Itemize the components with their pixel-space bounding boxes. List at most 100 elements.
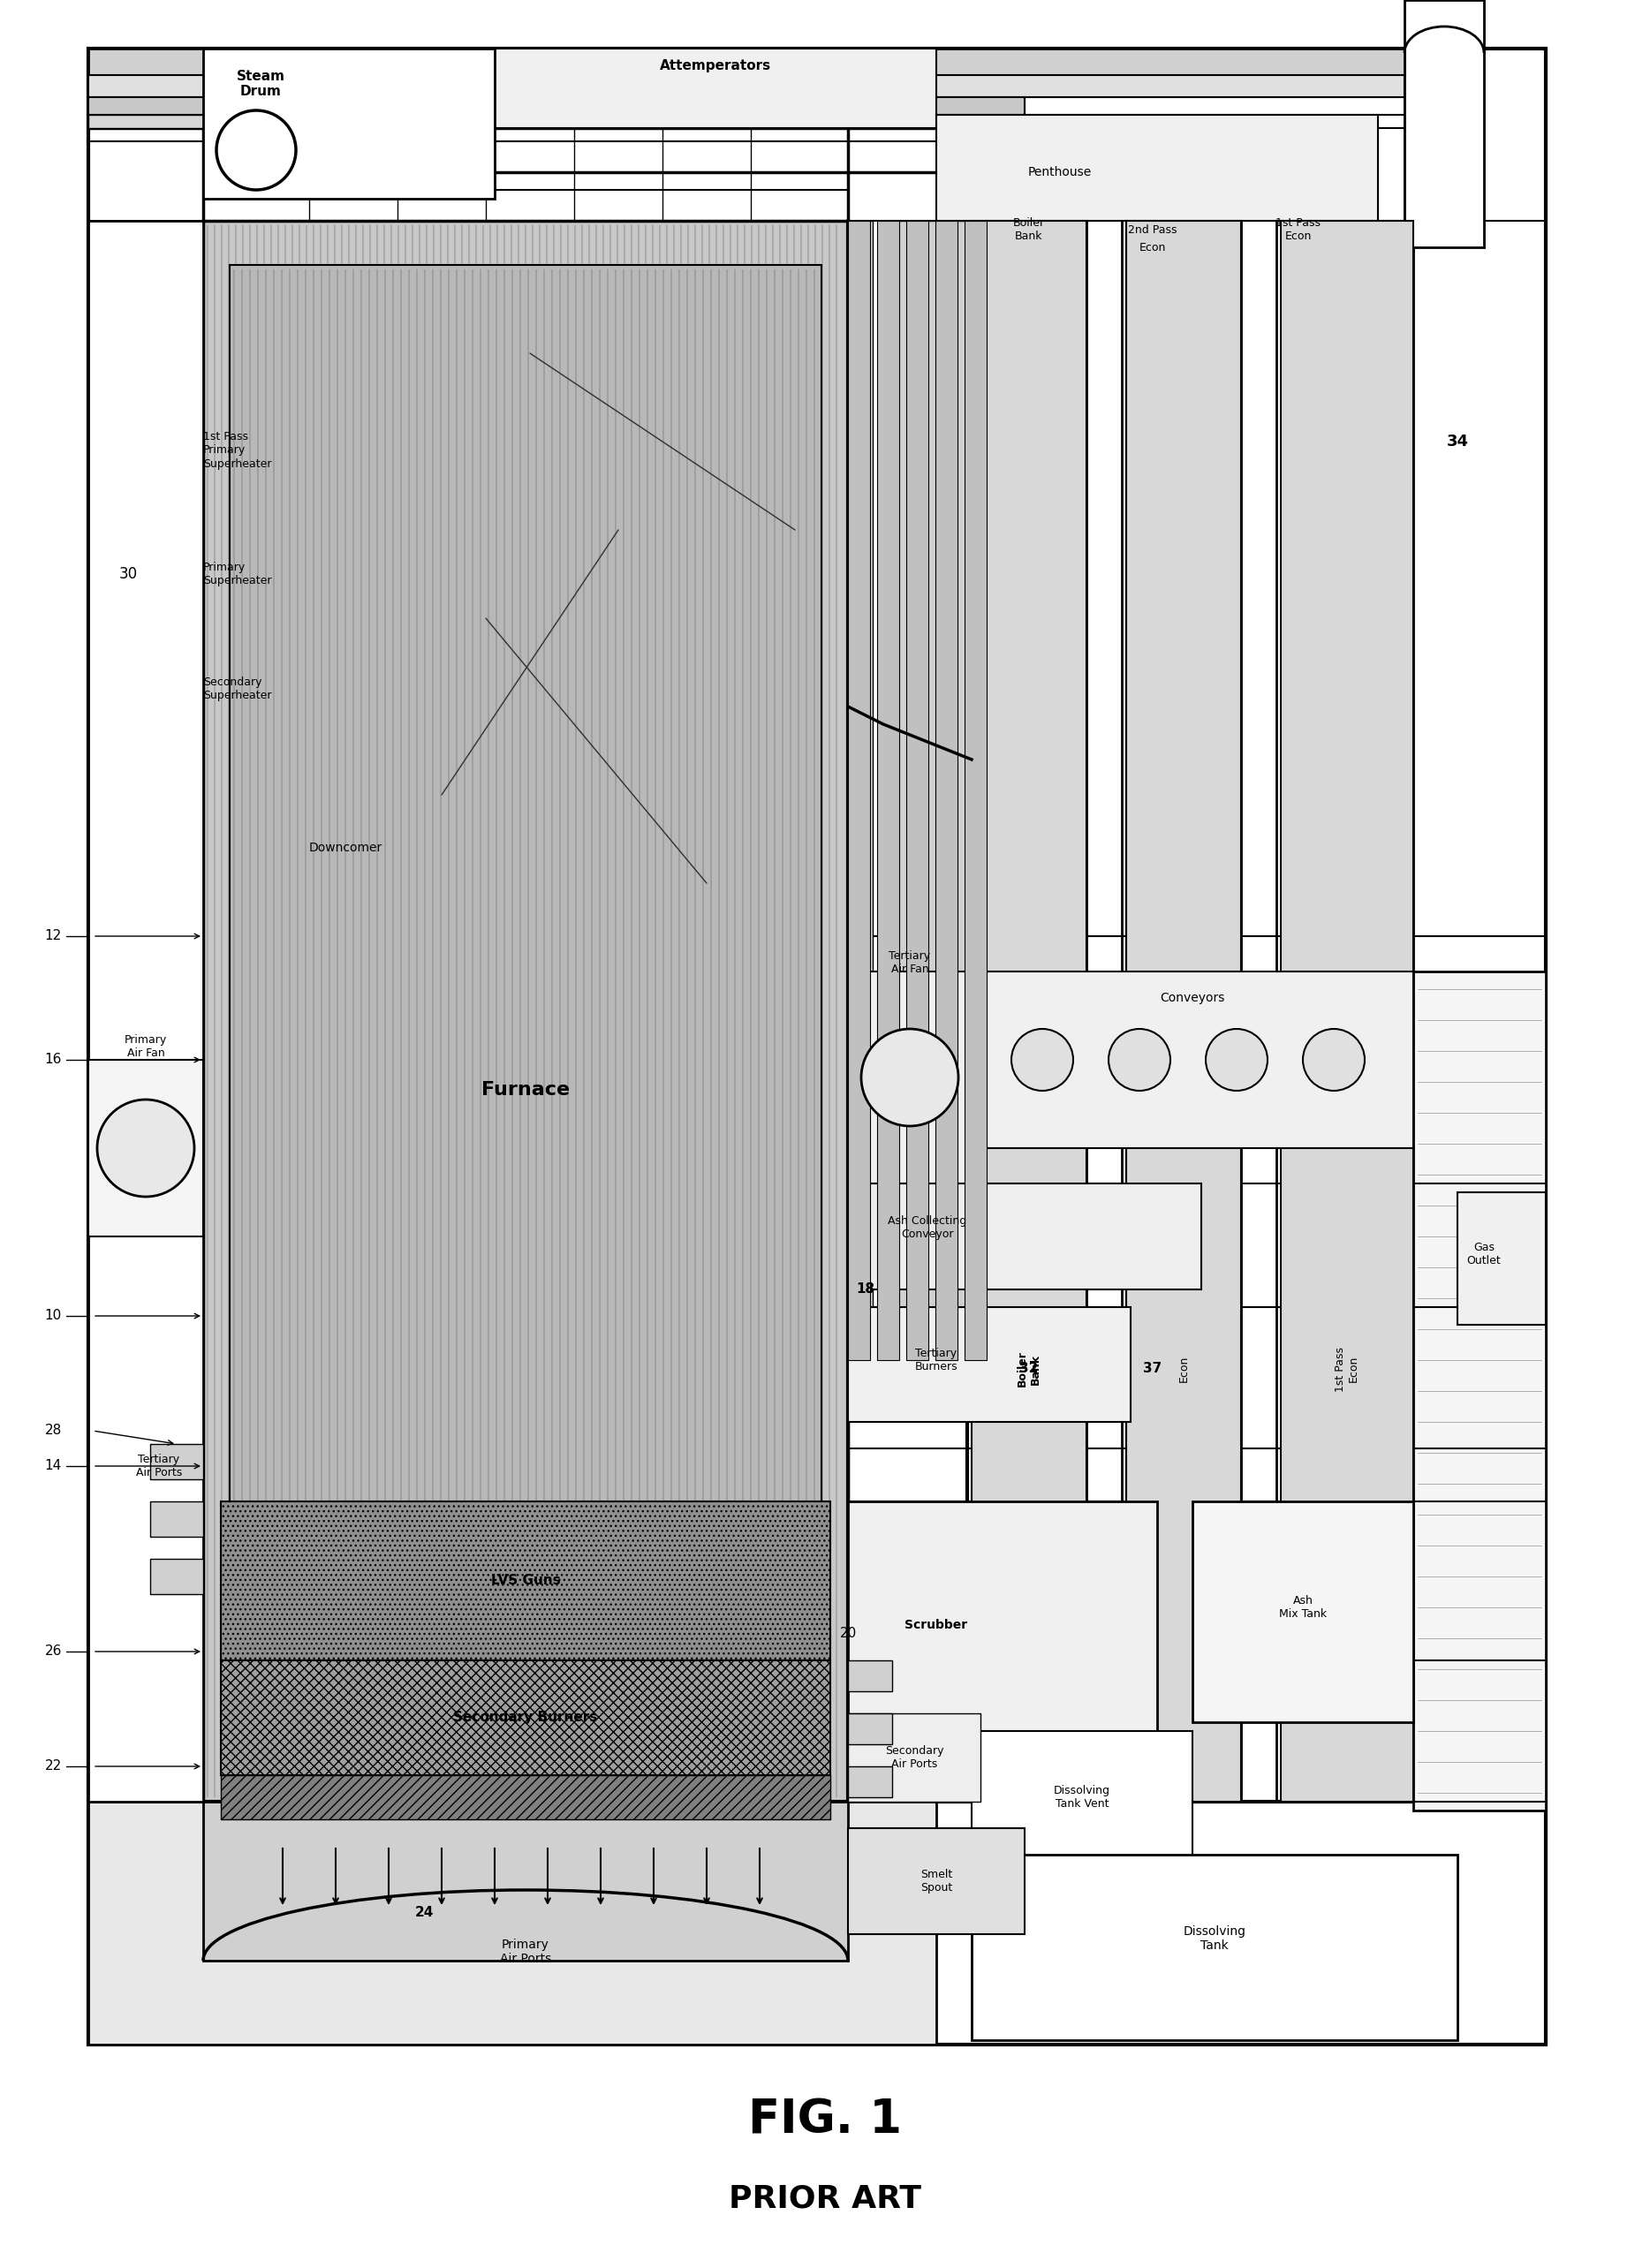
Bar <box>1280 220 1414 1801</box>
Bar <box>848 1767 893 1796</box>
Text: 1st Pass
Primary
Superheater: 1st Pass Primary Superheater <box>203 431 272 469</box>
Text: 26: 26 <box>45 1644 61 1658</box>
Circle shape <box>1011 1030 1072 1091</box>
Circle shape <box>97 1100 195 1198</box>
Text: 28: 28 <box>45 1424 61 1438</box>
Text: 22: 22 <box>45 1760 61 1774</box>
Circle shape <box>1206 1030 1267 1091</box>
Bar <box>965 220 987 1361</box>
Text: Gas
Outlet: Gas Outlet <box>1467 1243 1502 1266</box>
Text: 30: 30 <box>119 567 137 583</box>
Text: Smelt
Spout: Smelt Spout <box>921 1869 952 1894</box>
Bar <box>1404 0 1483 247</box>
Text: 37: 37 <box>1143 1363 1162 1377</box>
Text: Econ: Econ <box>1138 243 1167 254</box>
Text: 20: 20 <box>840 1626 856 1640</box>
Bar <box>848 1660 893 1692</box>
Bar <box>1193 1501 1414 1721</box>
Bar <box>914 220 939 1361</box>
Text: 34: 34 <box>1447 433 1469 449</box>
Text: Ash
Mix Tank: Ash Mix Tank <box>1279 1594 1327 1619</box>
Text: Downcomer: Downcomer <box>309 841 383 855</box>
Circle shape <box>1109 1030 1170 1091</box>
Bar <box>1414 971 1546 1810</box>
Text: Primary
Air Ports: Primary Air Ports <box>500 1939 551 1964</box>
Text: Steam
Drum: Steam Drum <box>236 70 285 98</box>
Text: Secondary
Air Ports: Secondary Air Ports <box>884 1744 944 1769</box>
Bar <box>848 1184 1201 1290</box>
Bar <box>150 1501 203 1538</box>
Bar <box>229 265 822 1758</box>
Text: 18: 18 <box>856 1284 875 1295</box>
Text: Primary
Superheater: Primary Superheater <box>203 562 272 587</box>
Bar <box>89 75 1404 98</box>
Bar <box>203 220 848 1801</box>
Bar <box>495 48 936 127</box>
Circle shape <box>861 1030 959 1125</box>
Bar <box>972 220 1086 1801</box>
Text: Ash Collecting
Conveyor: Ash Collecting Conveyor <box>888 1216 967 1241</box>
Bar <box>150 1558 203 1594</box>
Text: Dissolving
Tank Vent: Dissolving Tank Vent <box>1054 1785 1110 1810</box>
Bar <box>848 1712 980 1801</box>
Bar <box>906 220 929 1361</box>
Text: 24: 24 <box>414 1905 434 1919</box>
Bar <box>1127 220 1241 1801</box>
Text: Secondary Burners: Secondary Burners <box>454 1710 597 1724</box>
Bar <box>89 220 203 1801</box>
Text: 1st Pass
Econ: 1st Pass Econ <box>1275 218 1322 243</box>
Text: Attemperators: Attemperators <box>660 59 771 73</box>
Bar <box>972 1730 1193 1864</box>
Bar <box>936 116 1378 220</box>
Text: 14: 14 <box>45 1458 61 1472</box>
Text: PRIOR ART: PRIOR ART <box>729 2184 921 2214</box>
Bar <box>848 1501 1157 1767</box>
Text: Boiler
Bank: Boiler Bank <box>1013 218 1044 243</box>
Text: 2nd Pass: 2nd Pass <box>1129 225 1176 236</box>
Bar <box>221 1660 830 1776</box>
Bar <box>221 1776 830 1819</box>
Text: 16: 16 <box>45 1052 61 1066</box>
Bar <box>221 1501 830 1660</box>
Text: 1st Pass
Econ: 1st Pass Econ <box>1335 1347 1360 1393</box>
Text: Furnace: Furnace <box>482 1082 569 1100</box>
Text: Scrubber: Scrubber <box>904 1619 967 1631</box>
Text: 32: 32 <box>1020 1363 1038 1377</box>
Bar <box>89 1059 203 1236</box>
Bar <box>848 220 873 1361</box>
Bar <box>203 48 495 200</box>
Text: 10: 10 <box>45 1309 61 1322</box>
Bar <box>936 220 957 1361</box>
Bar <box>89 48 1546 2043</box>
Bar <box>150 1445 203 1479</box>
Bar <box>883 220 908 1361</box>
Bar <box>89 116 883 127</box>
Text: Tertiary
Air Fan: Tertiary Air Fan <box>889 950 931 975</box>
Bar <box>203 1801 848 1960</box>
Text: Primary
Air Fan: Primary Air Fan <box>124 1034 167 1059</box>
Text: FIG. 1: FIG. 1 <box>747 2096 903 2143</box>
Bar <box>1457 1193 1546 1325</box>
Bar <box>848 1828 1025 1935</box>
Text: Conveyors: Conveyors <box>1160 991 1224 1005</box>
Bar <box>89 1801 936 2043</box>
Bar <box>945 220 970 1361</box>
Text: Secondary
Superheater: Secondary Superheater <box>203 676 272 701</box>
Text: Boiler
Bank: Boiler Bank <box>1016 1352 1041 1388</box>
Bar <box>878 220 899 1361</box>
Text: Penthouse: Penthouse <box>1028 166 1092 179</box>
Bar <box>848 1306 1130 1422</box>
Bar <box>972 1855 1457 2041</box>
Bar <box>848 220 870 1361</box>
Text: 12: 12 <box>45 930 61 943</box>
Text: Tertiary
Burners: Tertiary Burners <box>914 1347 957 1372</box>
Bar <box>89 98 1025 116</box>
Bar <box>89 48 1404 75</box>
Circle shape <box>216 111 295 191</box>
Bar <box>848 1712 893 1744</box>
Circle shape <box>1304 1030 1365 1091</box>
Text: Tertiary
Air Ports: Tertiary Air Ports <box>135 1454 182 1479</box>
Text: Dissolving
Tank: Dissolving Tank <box>1183 1926 1246 1953</box>
Text: Econ: Econ <box>1178 1356 1190 1381</box>
Bar <box>972 971 1414 1148</box>
